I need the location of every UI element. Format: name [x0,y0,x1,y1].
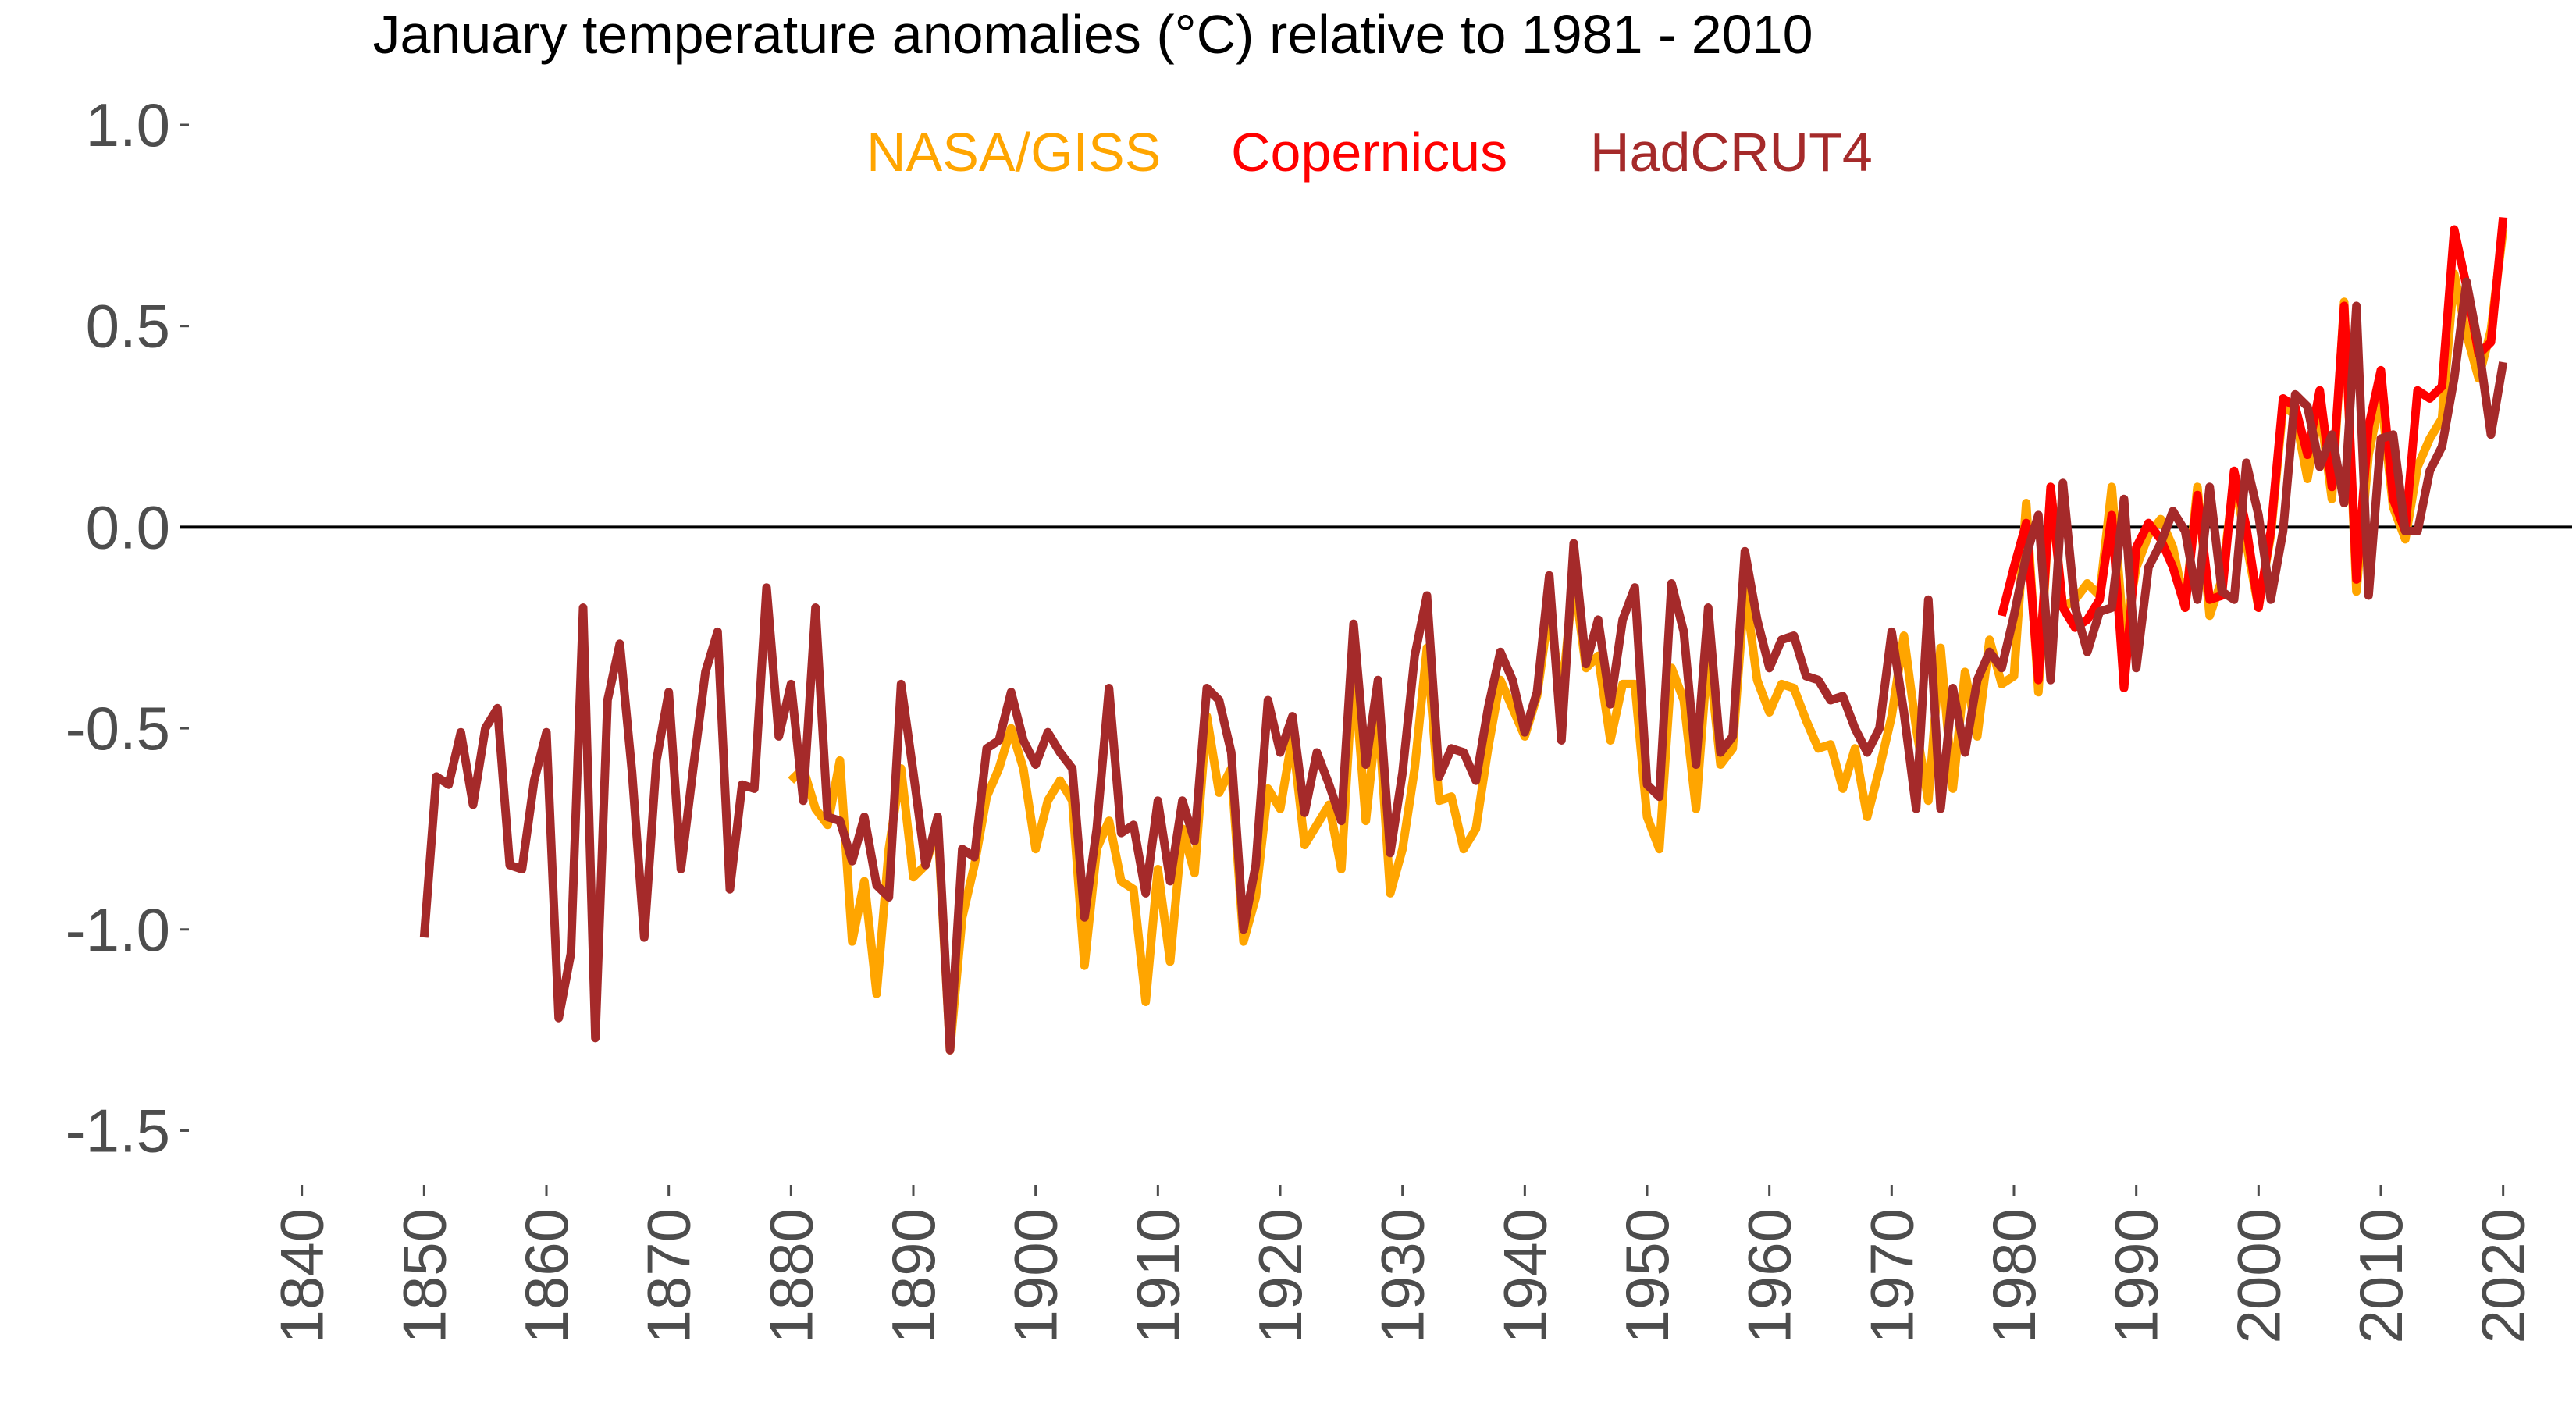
x-tick-label: 2020 [2469,1208,2538,1344]
y-tick-label: -0.5 [66,694,170,763]
y-tick-label: -1.0 [66,895,170,964]
series-line-copernicus [1997,216,2508,692]
x-tick-label: 1860 [512,1208,581,1344]
legend: NASA/GISS Copernicus HadCRUT4 [866,122,1873,183]
x-tick-label: 1880 [756,1208,825,1344]
y-tick-label: 1.0 [86,91,170,159]
series-line-hadcrut4 [419,277,2508,1055]
x-tick-label: 1950 [1613,1208,1681,1344]
x-tick-label: 1910 [1123,1208,1192,1344]
y-tick-label: 0.0 [86,493,170,561]
x-tick-label: 1960 [1735,1208,1804,1344]
x-tick-label: 1990 [2102,1208,2171,1344]
x-tick-label: 1890 [879,1208,948,1344]
x-tick-label: 1900 [1002,1208,1070,1344]
legend-item-nasa-giss: NASA/GISS [866,122,1161,183]
x-tick-label: 1970 [1857,1208,1926,1344]
x-tick-label: 1840 [268,1208,336,1344]
x-tick-label: 2010 [2347,1208,2415,1344]
series-layer [419,216,2508,1055]
x-tick-label: 1920 [1246,1208,1315,1344]
x-tick-label: 1980 [1980,1208,2048,1344]
x-tick-label: 1940 [1490,1208,1559,1344]
y-tick-label: 0.5 [86,292,170,361]
y-axis: 1.0 0.5 0.0 -0.5 -1.0 -1.5 [66,91,189,1165]
legend-item-hadcrut4: HadCRUT4 [1590,122,1873,183]
y-tick-label: -1.5 [66,1096,170,1165]
series-line-nasa-giss [788,229,2508,1055]
x-tick-label: 2000 [2224,1208,2293,1344]
chart-title: January temperature anomalies (°C) relat… [372,4,1813,65]
x-tick-label: 1850 [390,1208,458,1344]
x-tick-label: 1870 [635,1208,703,1344]
legend-item-copernicus: Copernicus [1231,122,1507,183]
x-tick-label: 1930 [1368,1208,1437,1344]
x-axis: 1840 1850 1860 1870 1880 1890 1900 1910 1920 1930… [268,1185,2538,1344]
